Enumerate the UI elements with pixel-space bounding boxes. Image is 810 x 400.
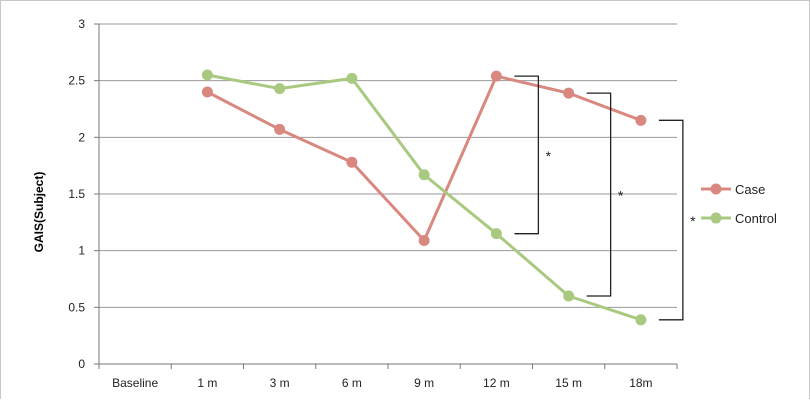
series xyxy=(201,69,647,326)
data-point-control xyxy=(635,314,647,326)
y-tick-label: 1.5 xyxy=(68,187,85,201)
data-point-control xyxy=(201,69,213,81)
significance-marker: * xyxy=(546,148,552,164)
y-tick-label: 1 xyxy=(78,244,85,258)
data-point-case xyxy=(201,86,213,98)
significance-marker: * xyxy=(690,213,696,229)
significance-brackets: * * * xyxy=(514,75,696,321)
axes xyxy=(94,23,678,369)
y-tick-labels: 0 0.5 1 1.5 2 2.5 3 xyxy=(68,17,85,371)
legend-marker-control xyxy=(710,212,722,224)
data-point-control xyxy=(490,228,502,240)
y-tick-label: 0 xyxy=(78,357,85,371)
y-tick-label: 3 xyxy=(78,17,85,31)
legend: Case Control xyxy=(701,182,777,226)
series-line-case xyxy=(206,74,642,242)
significance-marker: * xyxy=(618,188,624,204)
series-line-control xyxy=(207,73,642,322)
significance-bracket xyxy=(514,75,540,235)
x-tick-label: 3 m xyxy=(270,376,290,390)
significance-bracket xyxy=(586,92,612,297)
y-tick-label: 2.5 xyxy=(68,74,85,88)
x-tick-labels: Baseline 1 m 3 m 6 m 9 m 12 m 15 m 18m xyxy=(112,376,652,390)
legend-marker-case xyxy=(710,183,722,195)
x-tick-label: 1 m xyxy=(197,376,217,390)
y-tick-label: 2 xyxy=(78,130,85,144)
y-tick-label: 0.5 xyxy=(68,300,85,314)
x-tick-label: 18m xyxy=(629,376,652,390)
data-point-control xyxy=(346,72,358,84)
x-tick-label: 6 m xyxy=(342,376,362,390)
legend-label-control: Control xyxy=(735,211,777,226)
data-point-control xyxy=(563,290,575,302)
x-tick-label: 9 m xyxy=(414,376,434,390)
data-point-case xyxy=(346,156,358,168)
data-point-case xyxy=(635,114,647,126)
legend-label-case: Case xyxy=(735,182,765,197)
gridlines xyxy=(99,23,677,365)
y-axis-title: GAIS(Subject) xyxy=(32,172,46,253)
data-point-case xyxy=(274,123,286,135)
data-point-control xyxy=(418,169,430,181)
data-point-case xyxy=(490,70,502,82)
x-tick-label: Baseline xyxy=(112,376,158,390)
data-point-case xyxy=(418,234,430,246)
data-point-control xyxy=(274,83,286,95)
x-tick-label: 12 m xyxy=(483,376,510,390)
significance-bracket xyxy=(658,119,684,321)
x-tick-label: 15 m xyxy=(555,376,582,390)
data-point-case xyxy=(563,87,575,99)
